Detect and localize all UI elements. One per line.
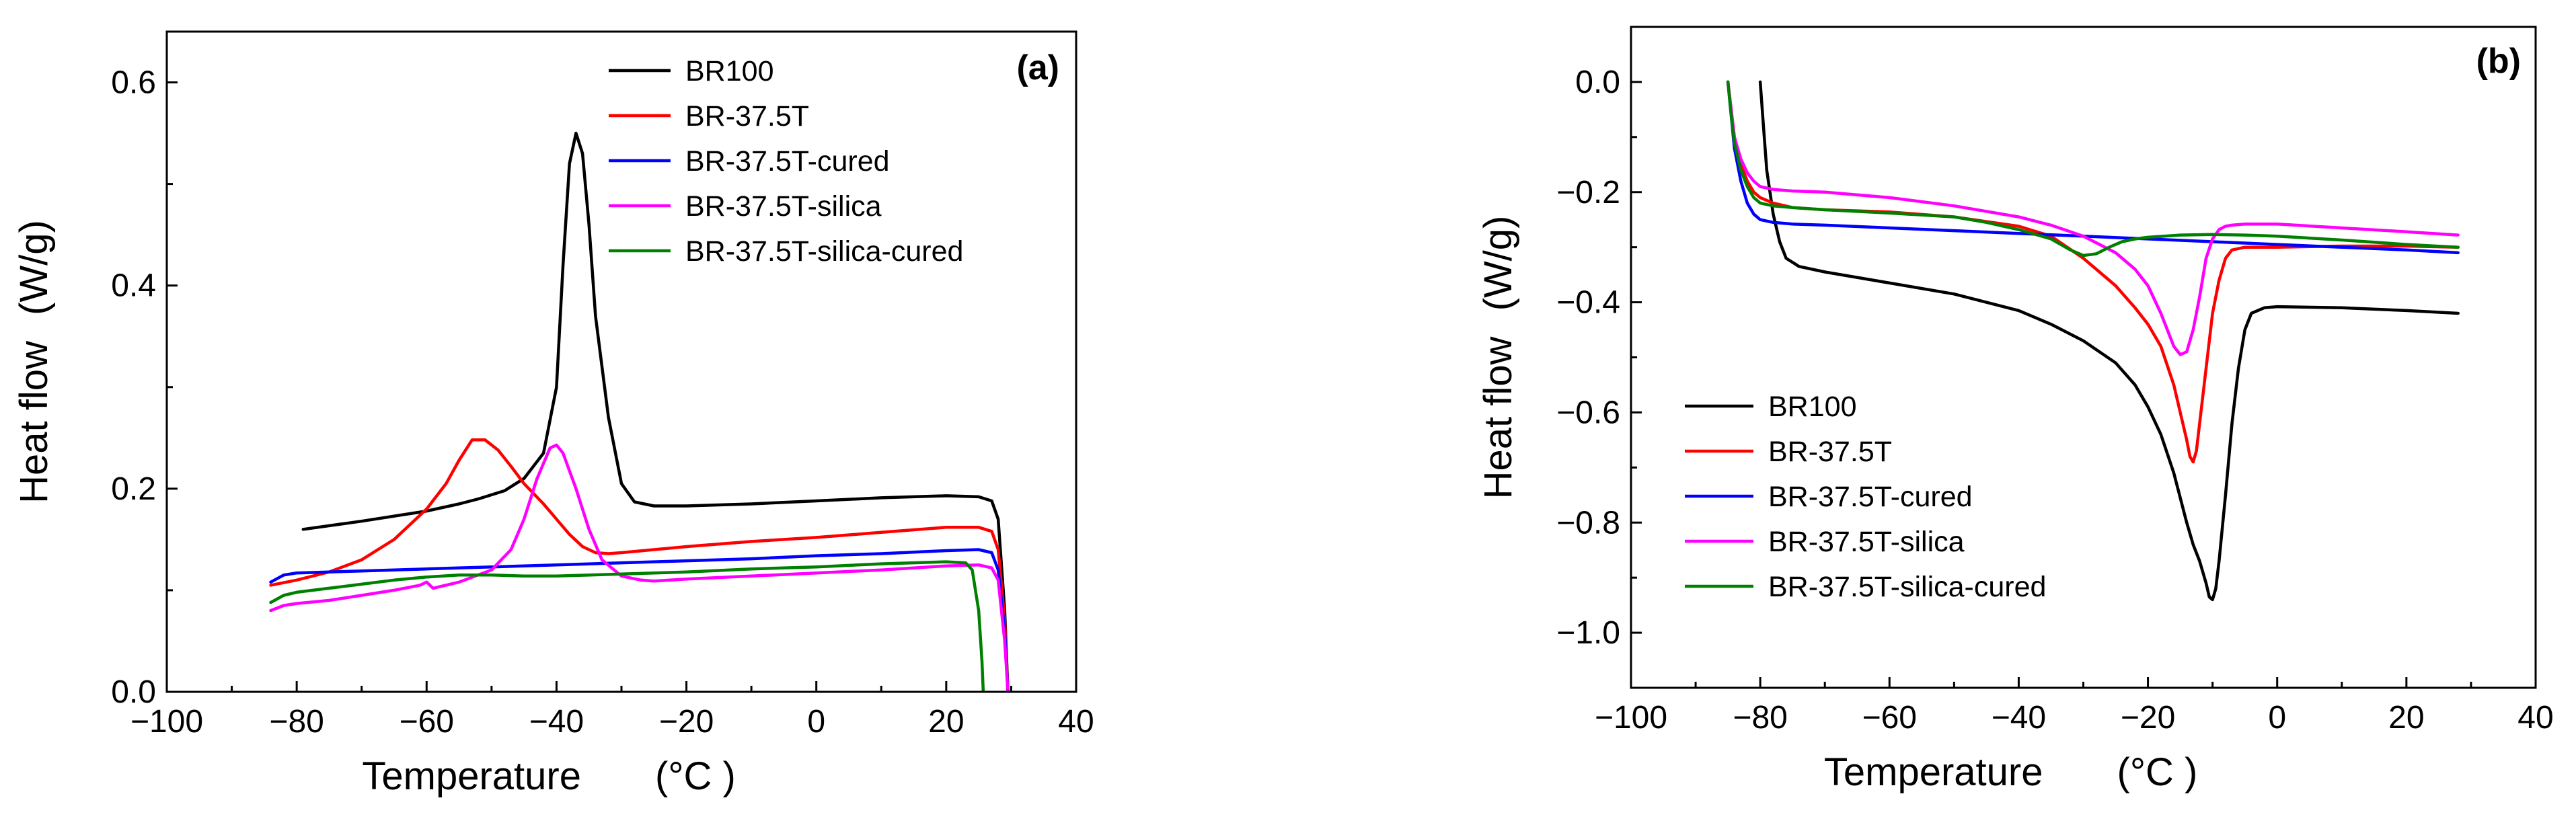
panel-b-x-axis-unit: (°C ) [2117, 750, 2198, 794]
panel-a-legend-label: BR-37.5T-silica [685, 190, 882, 223]
panel-a-y-tick-label: 0.2 [111, 471, 156, 507]
panel-b-x-tick-label: −60 [1862, 700, 1917, 736]
panel-a-x-tick-label: 0 [807, 704, 825, 740]
panel-a-label: (a) [1016, 48, 1059, 87]
panel-a-series-line-br-37-5t [269, 438, 1010, 692]
panel-b-plot-frame [1630, 26, 2537, 689]
panel-b-series-line-br-37-5t-silica [1726, 80, 2460, 356]
panel-a-x-tick-label: −20 [659, 704, 714, 740]
panel-b-x-tick-label: −40 [1992, 700, 2046, 736]
panel-b-y-tick-label: −1.0 [1556, 615, 1620, 651]
panel-a-x-tick-label: 40 [1058, 704, 1094, 740]
panel-a-y-tick-label: 0.0 [111, 674, 156, 710]
panel-b-x-tick-label: 40 [2517, 700, 2553, 736]
panel-a-y-tick-label: 0.6 [111, 65, 156, 101]
panel-b-series-layer [1726, 80, 2460, 602]
panel-b-x-tick-label: −20 [2121, 700, 2175, 736]
panel-a-legend-label: BR-37.5T [685, 100, 809, 132]
panel-a-y-axis-label: Heat flow [12, 340, 56, 504]
panel-a-x-ticks: −100 −80 −60 −40 −20 0 20 40 [130, 681, 1094, 740]
panel-a-legend-label: BR100 [685, 55, 773, 87]
panel-b-y-ticks: −1.0 −0.8 −0.6 −0.4 −0.2 0.0 [1556, 26, 1642, 651]
panel-a-series-line-br-37-5t-cured [269, 548, 1010, 692]
panel-b-y-tick-label: 0.0 [1575, 65, 1620, 100]
panel-a-series-layer [269, 131, 1010, 692]
panel-b-series-line-br100 [1758, 80, 2460, 602]
panel-b-x-axis-label: Temperature [1824, 750, 2043, 794]
panel-b-label: (b) [2476, 42, 2521, 81]
panel-b-x-tick-label: 0 [2268, 700, 2286, 736]
panel-b-legend-label: BR-37.5T [1768, 436, 1892, 468]
panel-a-series-line-br100 [301, 131, 1010, 692]
panel-a-legend: BR100 BR-37.5T BR-37.5T-cured BR-37.5T-sili… [609, 55, 963, 268]
panel-b-legend-label: BR100 [1768, 391, 1856, 423]
panel-a-x-tick-label: −100 [130, 704, 203, 740]
panel-b-legend-label: BR-37.5T-silica-cured [1768, 571, 2046, 603]
panel-a-x-tick-label: −80 [269, 704, 324, 740]
panel-a-legend-label: BR-37.5T-silica-cured [685, 235, 963, 268]
panel-b-legend-label: BR-37.5T-silica [1768, 526, 1965, 558]
panel-b-y-axis-unit: (W/g) [1476, 216, 1520, 311]
panel-b-series-line-br-37-5t-silica-cured [1726, 80, 2460, 258]
panel-a-y-tick-label: 0.4 [111, 268, 156, 304]
panel-b-y-tick-label: −0.4 [1556, 285, 1620, 321]
panel-a-x-axis-unit: (°C ) [655, 754, 736, 798]
panel-b: −100 −80 −60 −40 −20 0 20 40 −1.0 −0.8 −0.6 −0.4 −0… [1476, 26, 2554, 794]
panel-b-y-tick-label: −0.6 [1556, 395, 1620, 430]
panel-a-y-ticks: 0.0 0.2 0.4 0.6 [111, 65, 178, 710]
panel-a-x-axis-label: Temperature [362, 754, 581, 798]
panel-b-legend: BR100 BR-37.5T BR-37.5T-cured BR-37.5T-sili… [1685, 391, 2046, 603]
panel-b-y-tick-label: −0.2 [1556, 175, 1620, 210]
panel-a-y-axis-unit: (W/g) [12, 220, 56, 315]
panel-b-x-ticks: −100 −80 −60 −40 −20 0 20 40 [1595, 677, 2554, 736]
panel-b-y-axis-label: Heat flow [1476, 336, 1520, 500]
panel-a-legend-label: BR-37.5T-cured [685, 145, 890, 177]
panel-b-x-tick-label: −100 [1595, 700, 1667, 736]
panel-b-x-tick-label: 20 [2388, 700, 2424, 736]
panel-b-x-tick-label: −80 [1733, 700, 1787, 736]
panel-a-x-tick-label: −60 [400, 704, 454, 740]
panel-a-series-line-br-37-5t-silica-cured [269, 560, 985, 692]
panel-b-series-line-br-37-5t-cured [1726, 80, 2460, 255]
panel-a: −100 −80 −60 −40 −20 0 20 40 0.0 0.2 0.4 0.6 Tempe… [12, 30, 1094, 798]
panel-b-y-tick-label: −0.8 [1556, 505, 1620, 541]
panel-a-x-tick-label: 20 [928, 704, 964, 740]
panel-a-x-tick-label: −40 [529, 704, 584, 740]
panel-a-series-line-br-37-5t-silica [269, 443, 1010, 692]
panel-b-series-line-br-37-5t [1726, 80, 2460, 464]
panel-b-legend-label: BR-37.5T-cured [1768, 481, 1973, 513]
